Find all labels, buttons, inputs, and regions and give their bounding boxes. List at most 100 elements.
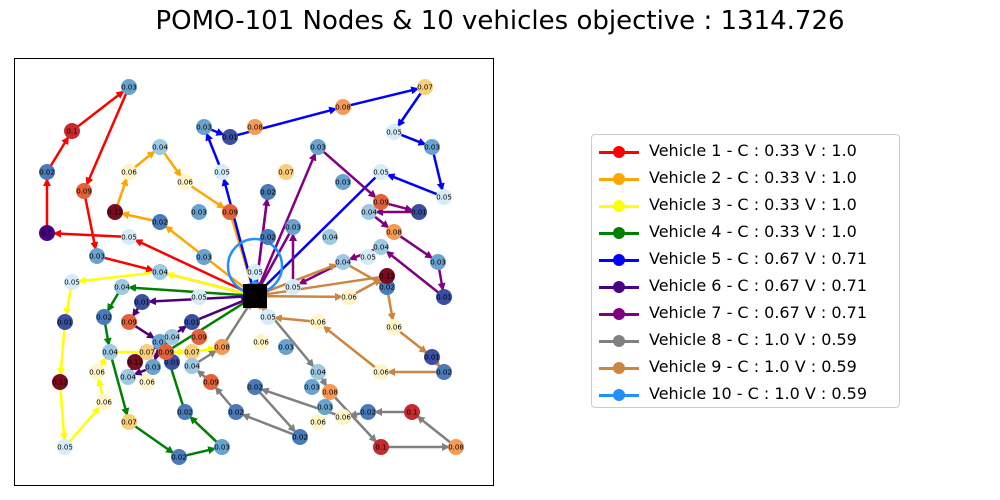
customer-node xyxy=(310,314,326,330)
node-demand-label: 0.06 xyxy=(373,369,389,377)
customer-node xyxy=(134,294,150,310)
customer-node xyxy=(158,344,174,360)
customer-node xyxy=(39,164,55,180)
customer-node xyxy=(285,219,301,235)
route-5-edge xyxy=(349,86,420,107)
customer-node xyxy=(335,174,351,190)
customer-node xyxy=(121,314,137,330)
legend-item: Vehicle 10 - C : 1.0 V : 0.59 xyxy=(592,381,899,408)
node-demand-label: 0.05 xyxy=(121,234,137,242)
customer-node xyxy=(360,404,376,420)
customer-node xyxy=(171,449,187,465)
customer-node xyxy=(373,194,389,210)
node-demand-label: 0.05 xyxy=(360,254,376,262)
customer-node xyxy=(121,164,137,180)
customer-node xyxy=(361,204,377,220)
node-demand-label: 0.09 xyxy=(158,349,174,357)
legend-item: Vehicle 9 - C : 1.0 V : 0.59 xyxy=(592,354,899,381)
legend-label: Vehicle 1 - C : 0.33 V : 1.0 xyxy=(649,141,857,160)
customer-node xyxy=(228,404,244,420)
depot-marker xyxy=(243,284,267,308)
customer-node xyxy=(52,374,68,390)
customer-node xyxy=(285,279,301,295)
customer-node xyxy=(335,254,351,270)
customer-node xyxy=(430,254,446,270)
customer-node xyxy=(191,289,207,305)
plot-frame xyxy=(14,58,494,486)
node-demand-label: 0.03 xyxy=(335,179,351,187)
route-9-edge xyxy=(273,314,312,323)
customer-node xyxy=(121,79,137,95)
customer-node xyxy=(373,239,389,255)
route-8-edge xyxy=(258,391,297,433)
route-1-edge xyxy=(76,90,125,128)
node-demand-label: 0.03 xyxy=(310,144,326,152)
legend-label: Vehicle 4 - C : 0.33 V : 1.0 xyxy=(649,222,857,241)
route-8-edge xyxy=(196,369,207,379)
customer-node xyxy=(260,184,276,200)
route-1-edge xyxy=(52,229,123,238)
customer-node xyxy=(222,129,238,145)
node-demand-label: 0.0 xyxy=(41,230,52,238)
customer-node xyxy=(404,404,420,420)
route-7-edge xyxy=(373,215,390,229)
customer-node xyxy=(253,334,269,350)
legend-marker xyxy=(613,362,625,374)
route-1-edge xyxy=(85,92,128,186)
node-demand-label: 0.09 xyxy=(203,379,219,387)
node-demand-label: 0.03 xyxy=(304,384,320,392)
route-9-edge xyxy=(386,293,396,322)
route-8-edge xyxy=(319,377,328,387)
customer-node xyxy=(89,248,105,264)
node-demand-label: 0.04 xyxy=(114,284,130,292)
route-2-edge xyxy=(133,150,156,169)
customer-node xyxy=(322,384,338,400)
node-demand-label: 0.07 xyxy=(184,349,200,357)
customer-node xyxy=(152,214,168,230)
customer-node xyxy=(214,164,230,180)
customer-node xyxy=(310,364,326,380)
node-demand-label: 0.03 xyxy=(145,364,161,372)
node-demand-label: 0.08 xyxy=(322,389,338,397)
legend-marker xyxy=(613,281,625,293)
node-demand-label: 0.05 xyxy=(191,294,207,302)
route-2-edge xyxy=(163,151,182,178)
node-demand-label: 0.04 xyxy=(152,269,168,277)
route-4-edge xyxy=(127,283,249,297)
node-demand-label: 0.03 xyxy=(89,253,105,261)
customer-node xyxy=(436,289,452,305)
customer-node xyxy=(310,414,326,430)
node-demand-label: 0.05 xyxy=(285,284,301,292)
node-demand-label: 0.05 xyxy=(57,444,73,452)
node-demand-label: 0.01 xyxy=(134,299,150,307)
route-9-edge xyxy=(322,325,377,369)
node-demand-label: 0.12 xyxy=(127,359,143,367)
route-2-edge xyxy=(116,177,129,206)
node-demand-label: 0.08 xyxy=(335,104,351,112)
node-demand-label: 0.09 xyxy=(191,334,207,342)
customer-node xyxy=(191,204,207,220)
customer-node xyxy=(436,189,452,205)
node-demand-label: 0.01 xyxy=(164,359,180,367)
customer-node xyxy=(214,339,230,355)
route-6-edge xyxy=(152,348,161,362)
customer-node xyxy=(39,225,55,241)
node-demand-label: 0.02 xyxy=(436,369,452,377)
node-demand-label: 0.07 xyxy=(417,84,433,92)
route-5-edge xyxy=(432,153,445,192)
customer-node xyxy=(335,99,351,115)
node-demand-label: 0.06 xyxy=(310,319,326,327)
route-9-edge xyxy=(398,330,428,354)
customer-node xyxy=(184,358,200,374)
route-8-edge xyxy=(214,386,233,408)
customer-node xyxy=(322,229,338,245)
node-demand-label: 0.08 xyxy=(386,229,402,237)
node-demand-label: 0.05 xyxy=(373,169,389,177)
customer-node xyxy=(373,364,389,380)
node-demand-label: 0.06 xyxy=(121,169,137,177)
node-demand-label: 0.04 xyxy=(373,244,389,252)
customer-node xyxy=(102,344,118,360)
customer-node xyxy=(120,369,136,385)
node-demand-label: 0.02 xyxy=(171,454,187,462)
